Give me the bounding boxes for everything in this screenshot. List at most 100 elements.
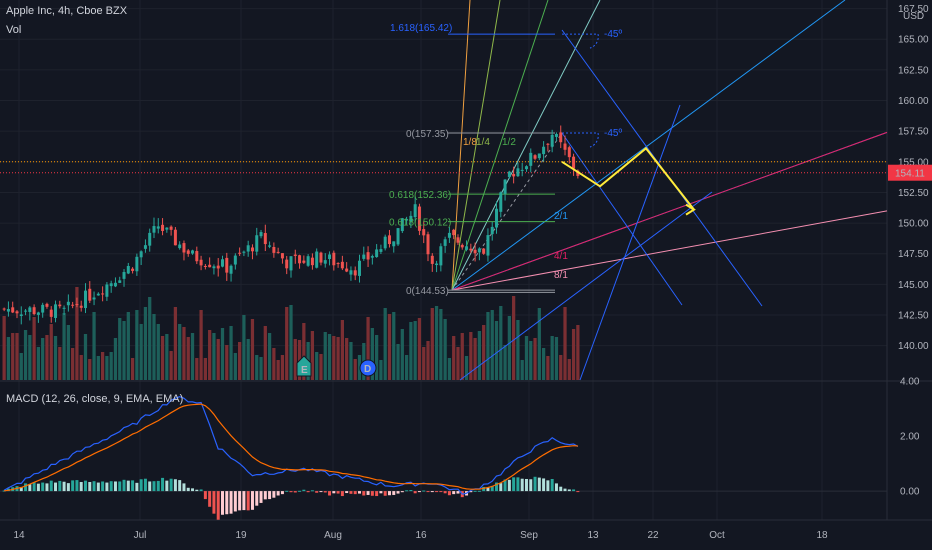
candle-body [430, 255, 434, 264]
volume-bar [263, 326, 267, 380]
volume-bar [396, 344, 400, 380]
fib-trend [451, 132, 563, 291]
histogram-bar [537, 477, 541, 492]
candle-body [362, 254, 366, 259]
histogram-bar [118, 481, 122, 492]
volume-bar [233, 353, 237, 380]
volume-bar [229, 326, 233, 380]
candle-body [507, 171, 511, 178]
candle-body [276, 251, 280, 253]
volume-bar [250, 319, 255, 380]
volume-bar [379, 360, 383, 380]
histogram-bar [182, 483, 186, 492]
histogram-bar [405, 490, 409, 492]
histogram-bar [126, 480, 130, 492]
candle-body [469, 248, 473, 251]
histogram-bar [36, 483, 40, 492]
histogram-bar [328, 491, 332, 496]
histogram-bar [165, 480, 169, 492]
histogram-bar [340, 491, 344, 497]
candle-body [465, 246, 469, 250]
histogram-bar [229, 491, 233, 514]
candle-body [229, 265, 233, 274]
histogram-bar [477, 490, 481, 492]
volume-bar [173, 307, 178, 380]
volume-bar [88, 359, 92, 380]
candle-body [186, 250, 190, 254]
volume-bar [143, 307, 148, 380]
histogram-bar [28, 484, 32, 492]
angle-label: -45º [604, 29, 622, 40]
volume-bar [426, 341, 430, 380]
candle-body [220, 259, 224, 267]
last-price-value: 154.11 [895, 169, 925, 180]
volume-bar [417, 318, 422, 380]
volume-bar [186, 337, 190, 380]
histogram-bar [178, 480, 182, 492]
volume-bar [259, 357, 263, 380]
histogram-bar [250, 491, 254, 510]
histogram-bar [45, 483, 49, 492]
candle-body [396, 228, 400, 245]
volume-bar [53, 336, 58, 380]
histogram-bar [195, 489, 199, 492]
candle-body [387, 235, 391, 245]
candle-body [298, 255, 302, 264]
symbol-legend: Apple Inc, 4h, Cboe BZX [6, 5, 128, 17]
volume-bar [165, 334, 169, 380]
histogram-bar [58, 480, 62, 492]
candle-body [250, 247, 254, 252]
candle-body [156, 226, 160, 229]
fib-label-low: 0.618(150.12) [389, 218, 451, 229]
price-tick: 140.00 [898, 341, 929, 352]
candle-body [118, 280, 122, 283]
volume-bar [422, 347, 426, 380]
histogram-bar [298, 490, 302, 492]
volume-bar [345, 338, 349, 380]
histogram-bar [212, 491, 216, 514]
candle-body [268, 245, 272, 247]
volume-bar [520, 360, 524, 380]
volume-bar [434, 306, 439, 380]
dividend-letter: D [364, 364, 371, 375]
histogram-bar [71, 480, 75, 492]
histogram-bar [495, 482, 499, 492]
volume-bar [96, 356, 100, 380]
candle-body [203, 266, 207, 267]
candle-body [255, 235, 259, 252]
volume-bar [6, 337, 11, 380]
candle-body [533, 155, 537, 159]
angle-arc [589, 132, 599, 148]
volume-bar [571, 329, 576, 380]
volume-bar [576, 325, 580, 380]
candle-body [280, 253, 284, 259]
candle-body [576, 170, 580, 176]
candle-body [443, 239, 447, 246]
volume-bar [71, 348, 75, 380]
candle-body [233, 255, 237, 265]
histogram-bar [263, 491, 267, 500]
candle-body [340, 261, 344, 269]
time-tick: Sep [520, 530, 538, 541]
histogram-bar [379, 491, 383, 494]
volume-bar [499, 306, 503, 380]
histogram-bar [469, 491, 473, 493]
volume-bar [319, 354, 323, 380]
volume-bar [315, 352, 319, 380]
candle-body [79, 305, 83, 308]
volume-bar [323, 332, 327, 380]
candle-body [225, 257, 229, 273]
candle-body [353, 270, 357, 276]
histogram-bar [323, 491, 327, 493]
histogram-bar [413, 491, 417, 494]
drawings [448, 0, 888, 381]
volume-bar [469, 332, 473, 380]
volume-bar [289, 305, 293, 380]
candle-body [83, 290, 87, 309]
histogram-bar [319, 491, 323, 493]
fan-label: 1/2 [502, 137, 516, 148]
candle-body [96, 293, 100, 296]
macd-line [3, 396, 579, 495]
price-tick: 165.00 [898, 35, 929, 46]
